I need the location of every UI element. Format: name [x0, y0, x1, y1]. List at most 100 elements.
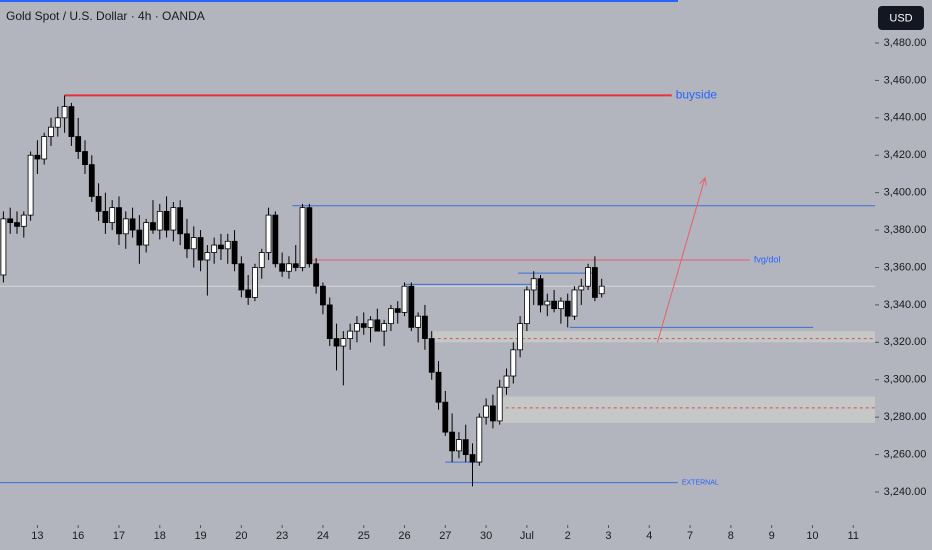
candle-body	[102, 210, 109, 224]
candle-body	[61, 106, 68, 119]
candle-body	[340, 338, 347, 347]
candle-body	[394, 308, 401, 313]
candle-body	[524, 289, 530, 325]
candle-body	[41, 136, 48, 160]
candle-body	[143, 222, 150, 246]
candle-body	[483, 405, 490, 418]
candle-body	[292, 263, 299, 268]
candle-body	[286, 263, 292, 272]
x-tick-label: 18	[154, 530, 166, 542]
candle-body	[170, 207, 177, 231]
candle-body	[218, 244, 224, 250]
candle-body	[367, 319, 374, 328]
x-tick-label: 9	[769, 530, 775, 542]
candle-body	[272, 214, 279, 265]
candle-body	[306, 207, 313, 265]
arrow-head	[699, 176, 707, 186]
candle-body	[401, 285, 408, 313]
candle-body	[54, 117, 61, 128]
candle-body	[422, 315, 428, 339]
y-tick-label: 3,360.00	[884, 261, 927, 273]
x-tick-label: 25	[358, 530, 370, 542]
currency-badge[interactable]	[878, 6, 924, 30]
candle-body	[75, 136, 82, 152]
y-tick-label: 3,380.00	[884, 224, 927, 236]
candle-body	[204, 252, 211, 261]
candle-body	[408, 285, 415, 328]
x-tick-label: 26	[398, 530, 410, 542]
candle-body	[388, 308, 394, 325]
candle-body	[544, 300, 551, 306]
candle-body	[82, 151, 88, 166]
candle-body	[224, 240, 231, 250]
candle-body	[0, 218, 7, 276]
candle-body	[122, 218, 129, 235]
candle-body	[313, 263, 320, 287]
candle-body	[184, 233, 190, 250]
candle-body	[578, 285, 585, 291]
candle-body	[129, 218, 136, 231]
y-tick-label: 3,480.00	[884, 37, 927, 49]
candle-body	[462, 439, 469, 455]
candle-body	[598, 285, 605, 295]
candle-body	[326, 304, 333, 339]
candle-body	[265, 214, 272, 253]
candle-body	[442, 401, 449, 433]
candle-body	[252, 267, 258, 298]
x-tick-label: 10	[806, 530, 818, 542]
candle-body	[88, 164, 95, 197]
x-tick-label: Jul	[520, 530, 534, 542]
y-tick-label: 3,420.00	[884, 149, 927, 161]
x-tick-label: 8	[728, 530, 734, 542]
candle-body	[449, 431, 456, 452]
y-tick-label: 3,280.00	[884, 411, 927, 423]
candle-body	[496, 386, 503, 422]
candle-body	[591, 267, 598, 298]
candle-body	[354, 323, 360, 332]
candle-body	[48, 126, 54, 137]
candle-body	[190, 237, 197, 250]
candle-body	[238, 263, 245, 291]
x-tick-label: 3	[605, 530, 611, 542]
candle-body	[517, 323, 524, 351]
candle-body	[231, 240, 238, 265]
candle-body	[456, 439, 462, 452]
candle-body	[320, 285, 326, 306]
y-tick-label: 3,440.00	[884, 112, 927, 124]
y-tick-label: 3,320.00	[884, 336, 927, 348]
y-tick-label: 3,240.00	[884, 486, 927, 498]
candle-body	[156, 210, 163, 231]
candle-body	[476, 416, 483, 463]
level-label: fvg/dol	[754, 254, 781, 264]
candle-body	[415, 315, 422, 328]
currency-label: USD	[889, 12, 912, 24]
level-label: buyside	[676, 88, 718, 102]
candle-body	[150, 222, 156, 231]
x-tick-label: 16	[72, 530, 84, 542]
candle-body	[360, 323, 367, 328]
candle-body	[571, 289, 578, 317]
candle-body	[299, 207, 306, 268]
candle-body	[469, 454, 476, 463]
candle-body	[163, 210, 170, 231]
candle-body	[428, 338, 435, 373]
candle-body	[20, 214, 27, 227]
y-tick-label: 3,260.00	[884, 448, 927, 460]
candle-body	[585, 267, 591, 287]
candle-body	[374, 319, 381, 332]
y-tick-label: 3,340.00	[884, 299, 927, 311]
x-tick-label: 30	[480, 530, 492, 542]
candle-body	[347, 330, 354, 339]
candle-body	[136, 229, 143, 246]
arrow-line	[656, 177, 706, 343]
candle-body	[245, 289, 252, 298]
candle-body	[34, 154, 41, 160]
x-tick-label: 7	[687, 530, 693, 542]
candle-body	[557, 300, 564, 310]
candle-body	[333, 338, 340, 347]
zone	[499, 396, 875, 423]
candle-body	[27, 154, 34, 216]
x-tick-label: 20	[235, 530, 247, 542]
